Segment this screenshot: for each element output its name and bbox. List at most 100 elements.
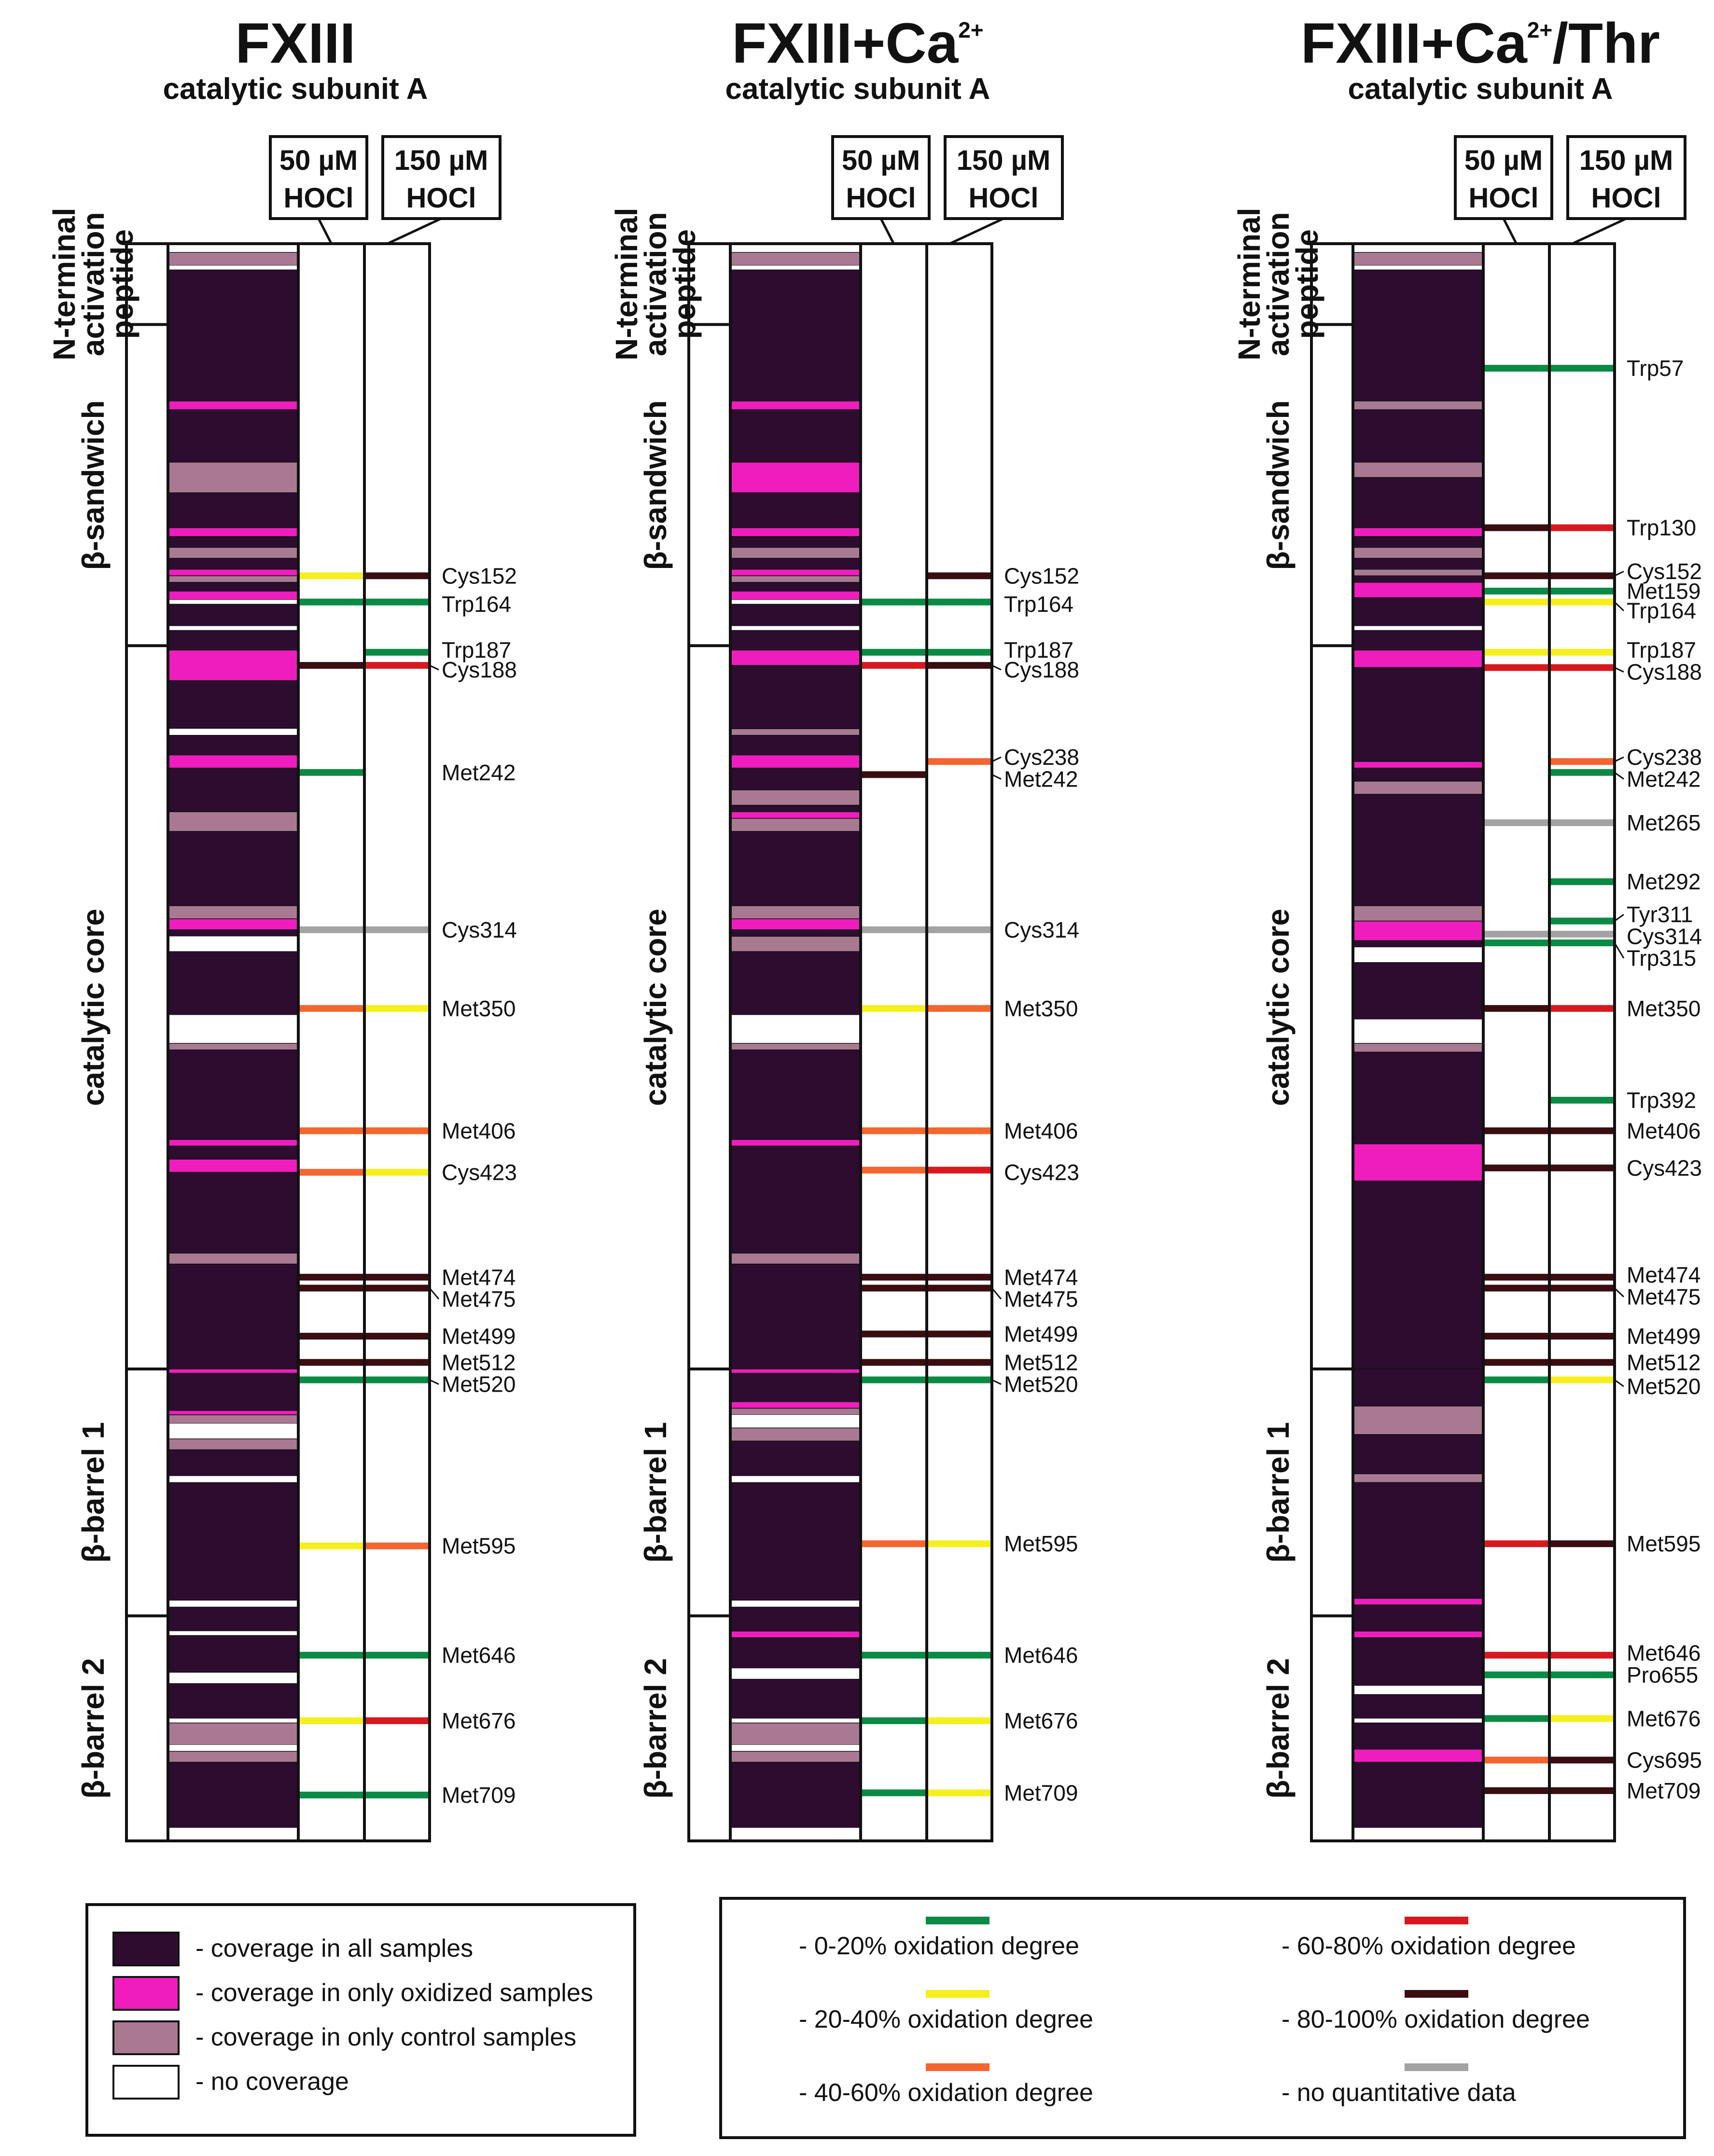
coverage-segment [167, 558, 299, 570]
coverage-segment [167, 1373, 299, 1411]
coverage-segment [1352, 1749, 1484, 1763]
coverage-segment [730, 905, 861, 919]
residue-label: Cys423 [1627, 1155, 1702, 1180]
oxidation-mark-50uM [1485, 1540, 1548, 1548]
oxidation-mark-150uM [1551, 598, 1613, 606]
oxidation-mark-150uM [366, 1542, 428, 1549]
coverage-segment [167, 1762, 299, 1828]
coverage-segment [1352, 568, 1484, 577]
coverage-segment [1352, 462, 1484, 478]
coverage-segment [730, 568, 861, 577]
residue-label: Trp187 [442, 637, 511, 663]
oxidation-mark-150uM [1551, 1359, 1613, 1366]
coverage-segment [167, 735, 299, 756]
coverage-segment [1352, 905, 1484, 922]
residue-label: Met242 [442, 760, 516, 785]
oxidation-mark-150uM [1551, 1273, 1613, 1281]
coverage-segment [730, 918, 861, 930]
coverage-segment [730, 1637, 861, 1669]
residue-label: Met520 [1004, 1372, 1078, 1397]
panel-title-main: FXIII+Ca [1301, 12, 1528, 75]
coverage-segment [1352, 252, 1484, 266]
oxidation-mark-50uM [300, 1169, 363, 1176]
oxidation-mark-50uM [1485, 365, 1548, 372]
residue-label: Trp164 [1004, 592, 1073, 617]
panel-subtitle: catalytic subunit A [1348, 72, 1613, 106]
oxidation-mark-50uM [862, 1273, 925, 1281]
coverage-segment [730, 1476, 861, 1483]
oxidation-mark-150uM [1551, 587, 1613, 594]
oxidation-mark-150uM [1551, 524, 1613, 531]
residue-leader-line [1614, 667, 1624, 673]
coverage-segment [167, 1263, 299, 1369]
coverage-segment [167, 754, 299, 769]
coverage-segment [168, 1631, 298, 1636]
domain-label: β-barrel 2 [76, 1658, 111, 1799]
coverage-segment [730, 665, 861, 729]
coverage-segment [167, 1410, 299, 1415]
coverage-segment [167, 929, 299, 937]
coverage-segment [1352, 1604, 1484, 1632]
oxidation-mark-50uM [862, 1540, 925, 1548]
oxidation-legend-label: - 40-60% oxidation degree [799, 2079, 1093, 2107]
residue-label: Met474 [1627, 1262, 1700, 1287]
column-header-connector [1572, 217, 1627, 245]
domain-label-line: activation [76, 212, 111, 356]
column-header-box [944, 135, 1064, 220]
domain-label-line: N-terminal [1232, 208, 1267, 361]
coverage-segment [168, 1476, 298, 1483]
oxidation-mark-150uM [928, 1652, 990, 1659]
coverage-segment [167, 252, 299, 266]
panel-title: FXIII+Ca2+/Thr [1301, 12, 1660, 75]
coverage-legend-swatch [112, 2065, 180, 2100]
coverage-segment [730, 1668, 861, 1679]
oxidation-mark-150uM [1551, 758, 1613, 765]
residue-label: Met406 [442, 1118, 516, 1143]
coverage-segment [1352, 940, 1484, 948]
coverage-segment [1352, 1482, 1484, 1599]
column-header-label: 50 µM [1464, 145, 1543, 176]
oxidation-mark-50uM [300, 1791, 363, 1798]
coverage-segment [730, 626, 861, 631]
residue-label: Pro655 [1627, 1662, 1698, 1687]
oxidation-mark-50uM [862, 1330, 925, 1338]
oxidation-legend-swatch [1405, 2063, 1468, 2071]
domain-label-line: β-barrel 1 [1261, 1422, 1296, 1563]
coverage-segment [167, 811, 299, 832]
oxidation-mark-150uM [366, 572, 428, 580]
residue-label: Trp164 [1627, 598, 1696, 623]
coverage-segment [730, 252, 861, 266]
oxidation-mark-150uM [1551, 878, 1613, 885]
column-header-label: HOCl [846, 182, 916, 214]
domain-label-line: β-barrel 2 [638, 1658, 673, 1799]
column-header-label: HOCl [406, 182, 476, 214]
residue-label: Trp57 [1627, 356, 1684, 381]
legends: - coverage in all samples - coverage in o… [85, 1897, 1686, 2139]
oxidation-mark-150uM [1551, 1285, 1613, 1292]
coverage-segment [730, 582, 861, 592]
residue-label: Met512 [442, 1350, 516, 1375]
coverage-segment [730, 1718, 861, 1723]
coverage-segment [730, 936, 861, 952]
panel-title: FXIII+Ca2+ [732, 12, 983, 75]
coverage-segment [730, 1600, 861, 1607]
column-header-label: HOCl [1591, 182, 1661, 214]
coverage-segment [1352, 547, 1484, 559]
oxidation-mark-50uM [300, 1542, 363, 1549]
column-header-box [381, 135, 502, 220]
oxidation-mark-150uM [1551, 664, 1613, 671]
coverage-segment [1352, 536, 1484, 548]
residue-label: Trp130 [1627, 515, 1696, 540]
coverage-segment [1352, 477, 1484, 528]
coverage-segment [167, 630, 299, 650]
coverage-segment [167, 1438, 299, 1451]
coverage-segment [167, 680, 299, 729]
oxidation-mark-150uM [1551, 930, 1613, 938]
coverage-segment [730, 1139, 861, 1147]
coverage-segment [730, 789, 861, 806]
oxidation-mark-50uM [1485, 939, 1548, 946]
oxidation-mark-50uM [862, 1359, 925, 1366]
residue-label: Cys238 [1004, 745, 1079, 770]
domain-label: β-barrel 1 [638, 1422, 673, 1563]
